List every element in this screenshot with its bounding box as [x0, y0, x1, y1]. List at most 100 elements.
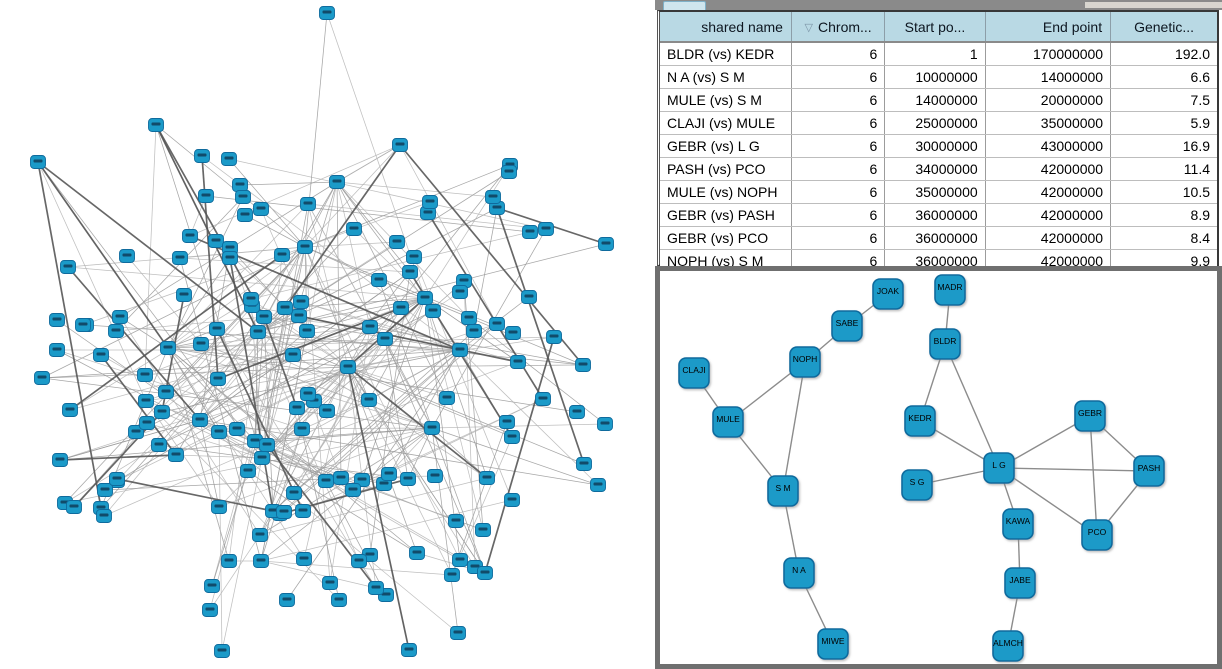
network-node[interactable]	[295, 504, 311, 518]
network-node[interactable]	[172, 251, 188, 265]
node-shape[interactable]	[904, 405, 936, 437]
network-node[interactable]	[30, 155, 46, 169]
node-shape[interactable]	[992, 630, 1024, 662]
network-node[interactable]	[204, 579, 220, 593]
node-shape[interactable]	[767, 475, 799, 507]
network-node[interactable]	[235, 190, 251, 204]
network-node[interactable]	[139, 416, 155, 430]
network-node[interactable]	[294, 422, 310, 436]
table-cell[interactable]: 6	[791, 65, 886, 89]
network-node[interactable]	[381, 467, 397, 481]
network-node[interactable]	[285, 348, 301, 362]
network-node-almch[interactable]: ALMCH	[992, 630, 1024, 662]
network-node-kawa[interactable]: KAWA	[1002, 508, 1034, 540]
network-node[interactable]	[521, 290, 537, 304]
network-node[interactable]	[499, 415, 515, 429]
table-cell[interactable]: 14000000	[884, 88, 986, 112]
network-node[interactable]	[489, 317, 505, 331]
network-node[interactable]	[250, 325, 266, 339]
network-node-l-g[interactable]: L G	[983, 452, 1015, 484]
table-cell[interactable]: PASH (vs) PCO	[660, 157, 792, 181]
network-node[interactable]	[60, 260, 76, 274]
node-shape[interactable]	[929, 328, 961, 360]
network-node[interactable]	[406, 250, 422, 264]
table-cell[interactable]: GEBR (vs) PASH	[660, 203, 792, 227]
network-node-bldr[interactable]: BLDR	[929, 328, 961, 360]
detail-network-canvas[interactable]: JOAK SABE NOPH CLAJI MULE S M N A MIWE MADR BLDR K…	[660, 271, 1217, 664]
network-node[interactable]	[202, 603, 218, 617]
network-node[interactable]	[138, 394, 154, 408]
table-row[interactable]: GEBR (vs) PASH 6 36000000 42000000 8.9	[660, 203, 1217, 227]
network-node-s-g[interactable]: S G	[901, 469, 933, 501]
network-node[interactable]	[452, 553, 468, 567]
network-node[interactable]	[300, 197, 316, 211]
network-node[interactable]	[243, 292, 259, 306]
node-shape[interactable]	[831, 310, 863, 342]
node-shape[interactable]	[901, 469, 933, 501]
network-node[interactable]	[346, 222, 362, 236]
network-node[interactable]	[119, 249, 135, 263]
network-node[interactable]	[489, 201, 505, 215]
network-node[interactable]	[479, 471, 495, 485]
network-node[interactable]	[259, 438, 275, 452]
network-node[interactable]	[368, 581, 384, 595]
table-cell[interactable]: MULE (vs) S M	[660, 88, 792, 112]
network-node[interactable]	[425, 304, 441, 318]
network-node[interactable]	[240, 464, 256, 478]
network-node[interactable]	[466, 324, 482, 338]
network-node[interactable]	[475, 523, 491, 537]
filter-icon[interactable]: ▽	[804, 21, 814, 34]
table-cell[interactable]: 10.5	[1110, 180, 1217, 204]
network-node[interactable]	[66, 500, 82, 514]
table-cell[interactable]: 43000000	[985, 134, 1112, 158]
network-node[interactable]	[400, 472, 416, 486]
table-row[interactable]: BLDR (vs) KEDR 6 1 170000000 192.0	[660, 42, 1217, 66]
table-row[interactable]: GEBR (vs) L G 6 30000000 43000000 16.9	[660, 134, 1217, 158]
network-node[interactable]	[504, 430, 520, 444]
network-edge-l-g-pco[interactable]	[998, 467, 1098, 536]
network-node[interactable]	[128, 425, 144, 439]
network-node[interactable]	[318, 474, 334, 488]
network-node[interactable]	[158, 385, 174, 399]
network-node[interactable]	[345, 483, 361, 497]
node-shape[interactable]	[712, 406, 744, 438]
node-shape[interactable]	[1074, 400, 1106, 432]
network-node[interactable]	[108, 324, 124, 338]
table-cell[interactable]: 30000000	[884, 134, 986, 158]
network-node[interactable]	[538, 222, 554, 236]
table-cell[interactable]: 6.6	[1110, 65, 1217, 89]
network-node[interactable]	[422, 195, 438, 209]
network-edge-bldr-l-g[interactable]	[944, 343, 1000, 469]
table-cell[interactable]: 20000000	[985, 88, 1112, 112]
column-header-shared-name[interactable]: shared name	[660, 12, 792, 43]
network-node[interactable]	[176, 288, 192, 302]
table-cell[interactable]: 25000000	[884, 111, 986, 135]
network-edge-gebr-pco[interactable]	[1089, 415, 1098, 536]
node-shape[interactable]	[1004, 567, 1036, 599]
table-cell[interactable]: 8.9	[1110, 203, 1217, 227]
network-node[interactable]	[299, 324, 315, 338]
network-node[interactable]	[401, 643, 417, 657]
network-node[interactable]	[452, 285, 468, 299]
network-node[interactable]	[296, 552, 312, 566]
horizontal-scrollbar[interactable]	[1085, 2, 1222, 8]
network-node[interactable]	[112, 310, 128, 324]
network-node[interactable]	[417, 291, 433, 305]
network-node-kedr[interactable]: KEDR	[904, 405, 936, 437]
network-node[interactable]	[297, 240, 313, 254]
network-node[interactable]	[319, 404, 335, 418]
network-node[interactable]	[354, 473, 370, 487]
table-cell[interactable]: 8.4	[1110, 226, 1217, 250]
table-cell[interactable]: 42000000	[985, 157, 1112, 181]
network-node[interactable]	[221, 554, 237, 568]
network-node-claji[interactable]: CLAJI	[678, 357, 710, 389]
network-node[interactable]	[168, 448, 184, 462]
network-node[interactable]	[510, 355, 526, 369]
table-cell[interactable]: GEBR (vs) PCO	[660, 226, 792, 250]
network-node[interactable]	[322, 576, 338, 590]
network-node-mule[interactable]: MULE	[712, 406, 744, 438]
column-header-end-point[interactable]: End point	[985, 12, 1112, 43]
table-row[interactable]: CLAJI (vs) MULE 6 25000000 35000000 5.9	[660, 111, 1217, 135]
network-node[interactable]	[252, 528, 268, 542]
network-node[interactable]	[444, 568, 460, 582]
